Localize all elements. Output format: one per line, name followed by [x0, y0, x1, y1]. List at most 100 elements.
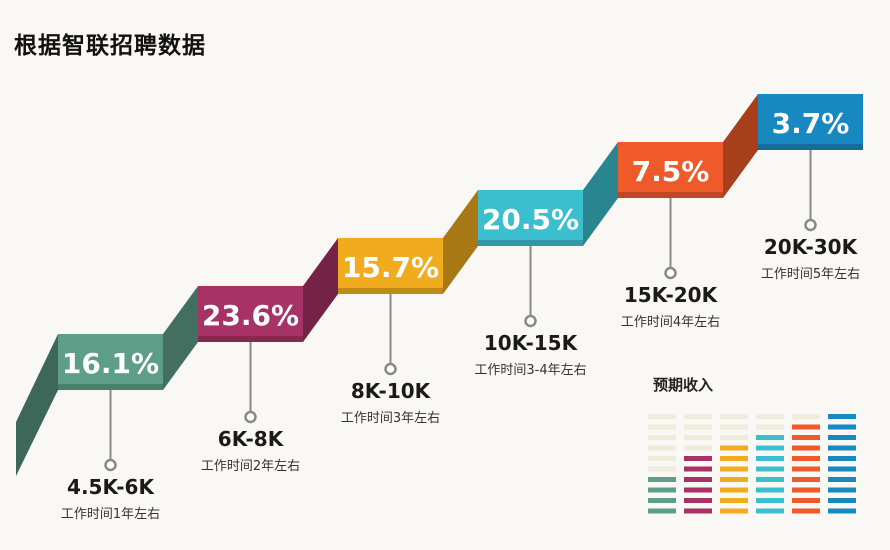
category-subtitle: 工作时间1年左右: [61, 507, 160, 522]
step-riser: [583, 142, 618, 246]
category-subtitle: 工作时间5年左右: [761, 267, 860, 282]
legend-bar: [756, 456, 784, 461]
step-box: [478, 190, 583, 246]
legend-bar: [648, 466, 676, 472]
legend-bar: [828, 424, 856, 430]
value-label: 23.6%: [202, 299, 299, 332]
step-box: [338, 238, 443, 294]
legend-bar: [792, 456, 820, 461]
legend-bar: [720, 445, 748, 451]
step-shadow: [58, 384, 163, 390]
legend-bar: [756, 435, 784, 440]
category-label: 4.5K-6K: [67, 475, 155, 499]
legend-bar: [720, 466, 748, 472]
value-label: 20.5%: [482, 203, 579, 236]
legend-bar: [720, 498, 748, 503]
marker-dot: [804, 218, 817, 232]
step-box: [618, 142, 723, 198]
legend-bar: [792, 414, 820, 419]
category-subtitle: 工作时间4年左右: [621, 315, 720, 330]
marker-dot: [384, 362, 397, 376]
legend-bar: [792, 435, 820, 440]
legend-bar: [828, 498, 856, 503]
legend-bar: [720, 424, 748, 430]
category-label: 20K-30K: [764, 235, 859, 259]
legend-bar: [756, 498, 784, 503]
marker-dot: [524, 314, 537, 328]
category-subtitle: 工作时间3-4年左右: [474, 363, 586, 378]
legend-bar: [720, 414, 748, 419]
step-riser: [303, 238, 338, 342]
step-riser: [723, 94, 758, 198]
category-label: 10K-15K: [484, 331, 579, 355]
legend-bar: [648, 424, 676, 430]
legend-bar: [792, 508, 820, 514]
legend-bar: [684, 508, 712, 514]
marker-dot: [664, 266, 677, 280]
category-subtitle: 工作时间2年左右: [201, 459, 300, 474]
legend-bar: [720, 508, 748, 514]
value-label: 7.5%: [632, 155, 710, 188]
step-box: [198, 286, 303, 342]
legend-bar: [648, 487, 676, 493]
legend-bar: [648, 498, 676, 503]
step-shadow: [618, 192, 723, 198]
legend-bar: [756, 424, 784, 430]
page-title: 根据智联招聘数据: [14, 33, 206, 59]
legend-bar: [720, 477, 748, 482]
legend-bar: [720, 487, 748, 493]
legend-bar: [756, 487, 784, 493]
legend-bar: [648, 477, 676, 482]
legend-bar: [792, 487, 820, 493]
legend-bar: [792, 466, 820, 472]
legend-bar: [648, 414, 676, 419]
step-box: [58, 334, 163, 390]
legend-bar: [828, 508, 856, 514]
value-label: 3.7%: [772, 107, 850, 140]
legend-bar: [792, 424, 820, 430]
step-box: [758, 94, 863, 150]
legend-bar: [792, 445, 820, 451]
legend-bar: [684, 487, 712, 493]
step-riser: [443, 190, 478, 294]
legend-bar: [792, 477, 820, 482]
marker-dot: [104, 458, 117, 472]
legend-bar: [828, 435, 856, 440]
legend-bar: [684, 435, 712, 440]
legend-bar: [648, 445, 676, 451]
step-shadow: [478, 240, 583, 246]
legend-bar: [684, 466, 712, 472]
legend-bar: [648, 508, 676, 514]
step-shadow: [758, 144, 863, 150]
legend-bar: [756, 414, 784, 419]
legend-bar: [756, 445, 784, 451]
legend-bar: [756, 477, 784, 482]
legend-bar: [720, 435, 748, 440]
legend-bar: [828, 456, 856, 461]
legend-bar: [648, 456, 676, 461]
legend-bar: [684, 424, 712, 430]
legend-bar: [684, 456, 712, 461]
legend-bar: [684, 414, 712, 419]
legend-bar: [756, 466, 784, 472]
legend-bar: [684, 445, 712, 451]
legend-bar: [828, 414, 856, 419]
step-shadow: [338, 288, 443, 294]
legend-bar: [720, 456, 748, 461]
category-subtitle: 工作时间3年左右: [341, 411, 440, 426]
step-riser: [163, 286, 198, 390]
category-label: 6K-8K: [218, 427, 285, 451]
legend-bar: [828, 445, 856, 451]
legend-bar: [792, 498, 820, 503]
marker-dot: [244, 410, 257, 424]
legend-bar: [648, 435, 676, 440]
legend-title: 预期收入: [653, 376, 713, 394]
category-label: 15K-20K: [624, 283, 719, 307]
legend-bar: [828, 477, 856, 482]
legend-bar: [828, 487, 856, 493]
legend-bar: [684, 477, 712, 482]
step-riser: [16, 334, 58, 476]
legend-bar: [756, 508, 784, 514]
value-label: 16.1%: [62, 347, 159, 380]
